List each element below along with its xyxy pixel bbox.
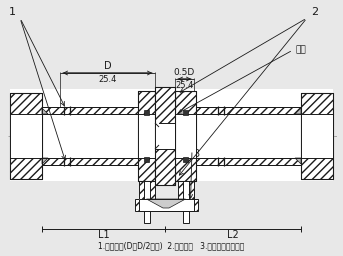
Bar [183, 157, 188, 162]
Bar [10, 93, 42, 179]
Bar [143, 211, 150, 223]
Bar [138, 114, 155, 158]
Bar [10, 89, 333, 181]
Text: 2: 2 [311, 7, 319, 17]
Bar [175, 91, 196, 181]
Polygon shape [295, 108, 301, 114]
Text: 孔板: 孔板 [295, 46, 306, 55]
Bar [196, 158, 301, 165]
Bar [144, 110, 149, 115]
Bar [301, 93, 333, 179]
Bar [10, 114, 42, 158]
Bar [42, 114, 138, 158]
Polygon shape [42, 158, 48, 164]
Text: 25.4: 25.4 [98, 75, 117, 84]
Text: 3: 3 [193, 149, 199, 159]
Bar [134, 199, 198, 211]
Bar [155, 123, 175, 149]
Polygon shape [155, 145, 159, 149]
Bar [196, 114, 301, 158]
Bar [301, 114, 333, 158]
Polygon shape [295, 158, 301, 164]
Text: D: D [104, 61, 111, 71]
Text: 1.径距取压(D、D/2取压)  2.法兰取压   3.角接（环室）取压: 1.径距取压(D、D/2取压) 2.法兰取压 3.角接（环室）取压 [98, 241, 244, 251]
Bar [143, 181, 150, 199]
Polygon shape [42, 108, 48, 114]
Bar [183, 110, 188, 115]
Text: 1: 1 [9, 7, 15, 17]
Text: L1: L1 [98, 230, 109, 240]
Bar [155, 87, 175, 185]
Polygon shape [155, 123, 159, 127]
Text: 25.4: 25.4 [175, 81, 194, 90]
Text: L2: L2 [227, 230, 239, 240]
Bar [177, 181, 193, 199]
Bar [182, 181, 189, 199]
Bar [175, 114, 196, 158]
Text: 0.5D: 0.5D [174, 68, 195, 77]
Bar [138, 91, 155, 181]
Bar [139, 199, 193, 211]
Bar [139, 181, 154, 199]
Bar [182, 211, 189, 223]
Bar [196, 107, 301, 114]
Bar [42, 107, 138, 114]
Bar [42, 158, 138, 165]
Bar [144, 157, 149, 162]
Polygon shape [146, 199, 186, 208]
